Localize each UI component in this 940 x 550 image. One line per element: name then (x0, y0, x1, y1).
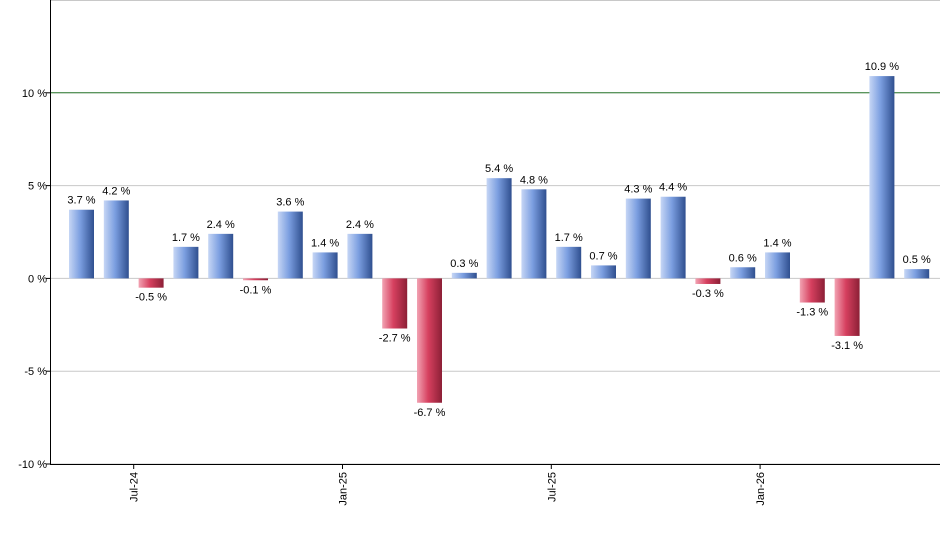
bar (730, 267, 756, 279)
x-tick-label: Jan-26 (755, 472, 767, 506)
data-label: 3.6 % (276, 197, 304, 209)
bar (347, 233, 373, 279)
data-label: -0.3 % (692, 288, 724, 300)
bar (417, 278, 442, 403)
axes: -10 % -5 % 0 % 5 % 10 % Jul-24 Jan-25 Jul-25 Jan… (18, 0, 940, 506)
bar (312, 252, 338, 279)
bar (103, 200, 129, 279)
data-label: 1.4 % (311, 237, 339, 249)
data-label: -2.7 % (379, 333, 411, 345)
data-label: 1.4 % (763, 237, 791, 249)
data-label: -0.1 % (240, 284, 272, 296)
bar (138, 278, 164, 288)
bar (591, 265, 616, 279)
bar (486, 178, 512, 279)
data-label: 0.5 % (903, 254, 931, 266)
y-tick-label: -10 % (18, 459, 47, 471)
data-label: 2.4 % (207, 219, 235, 231)
data-label: 4.8 % (520, 174, 548, 186)
data-label: 1.7 % (172, 232, 200, 244)
data-label: 5.4 % (485, 163, 513, 175)
data-label: -6.7 % (414, 407, 446, 419)
data-label: 0.6 % (729, 252, 757, 264)
data-label: 2.4 % (346, 219, 374, 231)
x-tick-label: Jul-25 (546, 472, 558, 502)
bar (382, 278, 408, 329)
bar (834, 278, 860, 336)
x-tick-label: Jan-25 (338, 472, 350, 506)
bar (765, 252, 790, 279)
data-label: 4.4 % (659, 182, 687, 194)
bar (451, 272, 477, 279)
data-label: -0.5 % (135, 292, 167, 304)
data-label: 0.3 % (450, 258, 478, 270)
y-tick-label: -5 % (24, 366, 47, 378)
y-tick-label: 5 % (28, 181, 47, 193)
bar (660, 196, 686, 279)
bar (208, 233, 234, 279)
bar (904, 269, 930, 279)
bar (69, 209, 94, 279)
bar (869, 76, 895, 279)
bar (277, 211, 303, 279)
x-tick-label: Jul-24 (129, 472, 141, 502)
data-label: 1.7 % (555, 232, 583, 244)
bar (243, 278, 268, 281)
data-label: 4.2 % (102, 185, 130, 197)
data-label: 0.7 % (589, 250, 617, 262)
data-label: -3.1 % (831, 340, 863, 352)
bar (799, 278, 825, 303)
data-label: -1.3 % (796, 307, 828, 319)
bar (173, 246, 199, 279)
bar (695, 278, 721, 284)
y-tick-label: 10 % (22, 88, 47, 100)
data-label: 10.9 % (865, 61, 899, 73)
bar (521, 189, 547, 279)
bars (69, 76, 930, 403)
bar (625, 198, 651, 279)
data-labels: 3.7 % 4.2 % -0.5 % 1.7 % 2.4 % -0.1 % 3.6 % 1.4… (67, 61, 931, 419)
bar (556, 246, 582, 279)
y-tick-label: 0 % (28, 273, 47, 285)
data-label: 4.3 % (624, 184, 652, 196)
data-label: 3.7 % (67, 195, 95, 207)
